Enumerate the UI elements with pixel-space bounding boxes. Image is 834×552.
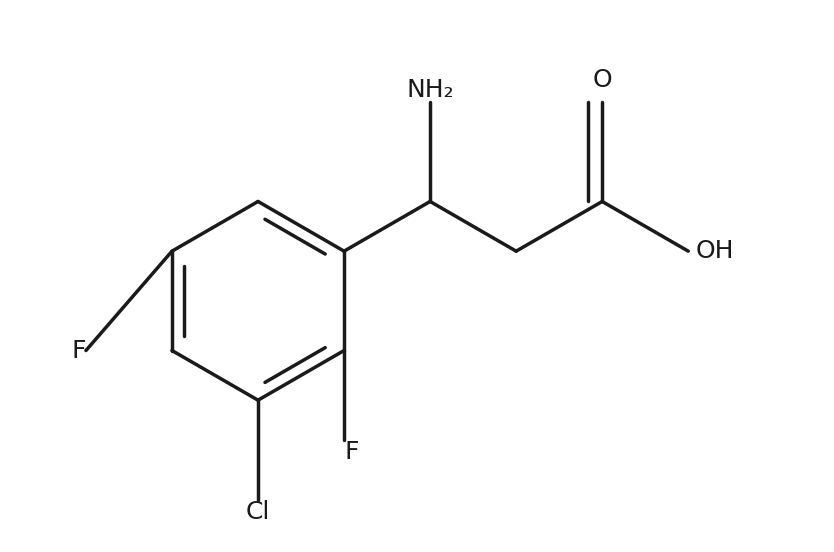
Text: OH: OH <box>696 239 734 263</box>
Text: O: O <box>592 68 612 92</box>
Text: Cl: Cl <box>246 500 270 523</box>
Text: F: F <box>72 338 86 363</box>
Text: F: F <box>344 440 359 464</box>
Text: NH₂: NH₂ <box>406 78 454 102</box>
